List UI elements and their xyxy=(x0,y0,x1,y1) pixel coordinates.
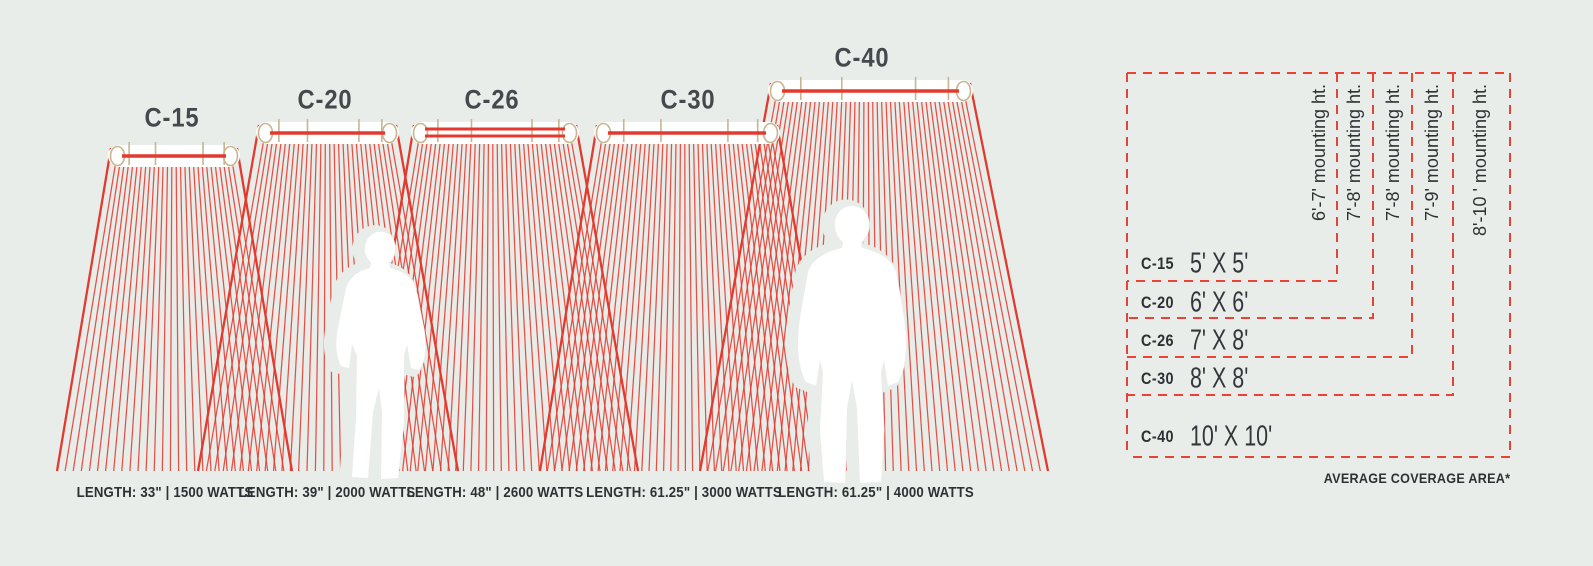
heater-label-c-15: C-15 xyxy=(144,102,200,133)
coverage-chart-boxes xyxy=(1126,72,1511,458)
heater-fixture-c-40 xyxy=(768,77,973,102)
heater-fixture-c-30 xyxy=(594,119,780,144)
mounting-height-label-c-26: 7'-8' mounting ht. xyxy=(1383,84,1403,221)
chart-row-coverage-c-30: 8' X 8' xyxy=(1190,362,1249,395)
chart-row-code-c-15: C-15 xyxy=(1141,254,1175,273)
person-silhouette-large xyxy=(798,206,906,483)
coverage-box-c-26 xyxy=(1127,73,1413,358)
mounting-height-label-c-30: 7'-9' mounting ht. xyxy=(1422,84,1442,221)
spec-label-c-20: LENGTH: 39" | 2000 WATTS xyxy=(238,484,416,501)
heater-fixture-c-20 xyxy=(256,119,399,144)
chart-row-coverage-c-20: 6' X 6' xyxy=(1190,286,1249,319)
average-coverage-footnote: AVERAGE COVERAGE AREA* xyxy=(1323,470,1510,486)
mounting-height-label-c-20: 7'-8' mounting ht. xyxy=(1344,84,1364,221)
coverage-box-c-40 xyxy=(1127,73,1511,458)
chart-row-code-c-20: C-20 xyxy=(1141,293,1175,312)
heat-rays-c-30 xyxy=(546,141,832,472)
chart-row-code-c-26: C-26 xyxy=(1141,331,1175,350)
mounting-height-label-c-40: 8'-10 ' mounting ht. xyxy=(1470,84,1490,236)
chart-row-code-c-40: C-40 xyxy=(1141,427,1175,446)
coverage-box-c-20 xyxy=(1127,73,1374,319)
heater-label-c-20: C-20 xyxy=(297,84,353,115)
spec-label-c-15: LENGTH: 33" | 1500 WATTS xyxy=(76,484,254,501)
chart-row-coverage-c-15: 5' X 5' xyxy=(1190,247,1249,280)
chart-row-coverage-c-26: 7' X 8' xyxy=(1190,324,1249,357)
coverage-box-c-15 xyxy=(1127,73,1338,282)
heater-label-c-30: C-30 xyxy=(660,84,716,115)
heater-fixture-c-15 xyxy=(108,142,240,167)
spec-label-c-30: LENGTH: 61.25" | 3000 WATTS xyxy=(586,484,782,501)
heater-label-c-26: C-26 xyxy=(464,84,520,115)
mounting-height-label-c-15: 6'-7' mounting ht. xyxy=(1309,84,1329,221)
spec-label-c-40: LENGTH: 61.25" | 4000 WATTS xyxy=(778,484,974,501)
heater-label-c-40: C-40 xyxy=(834,42,890,73)
chart-row-coverage-c-40: 10' X 10' xyxy=(1190,420,1273,453)
spec-label-c-26: LENGTH: 48" | 2600 WATTS xyxy=(406,484,584,501)
chart-row-code-c-30: C-30 xyxy=(1141,369,1175,388)
heat-rays-edge-c-40 xyxy=(698,82,1050,472)
heater-fixture-c-26 xyxy=(411,119,579,144)
coverage-box-c-30 xyxy=(1127,73,1454,396)
heat-rays-edge-c-20 xyxy=(196,124,460,472)
person-silhouette-small xyxy=(336,231,426,479)
